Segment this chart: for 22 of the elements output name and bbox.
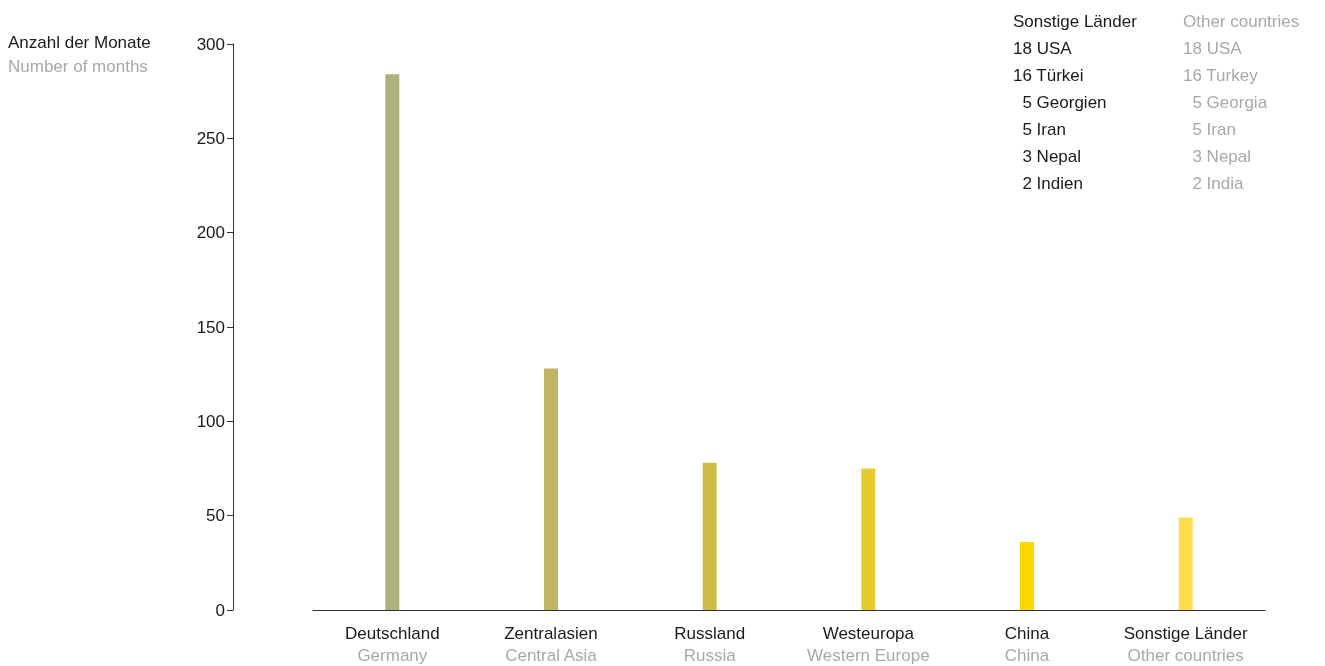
y-tick-label: 100 (196, 411, 225, 431)
x-tick-label: Zentralasien Central Asia (504, 623, 598, 665)
bar (702, 462, 717, 610)
x-tick-label: Russland Russia (674, 623, 746, 665)
bar (385, 74, 400, 610)
bar (1020, 542, 1034, 610)
y-tick-label: 50 (206, 506, 225, 526)
x-tick-label: China China (1004, 623, 1050, 665)
bar (1178, 517, 1193, 610)
x-tick-label: Deutschland Germany (345, 623, 440, 665)
y-tick-label: 200 (196, 223, 225, 243)
y-tick-label: 300 (196, 34, 225, 54)
x-tick-label: Westeuropa Western Europe (807, 623, 930, 665)
y-tick-label: 150 (196, 317, 225, 337)
bar (544, 368, 558, 610)
annotation: Sonstige Länder 18 USA 16 Türkei 5 Georgien 5 Iran 3 Nepal 2 Indien (1013, 12, 1138, 193)
y-tick-label: 0 (215, 600, 225, 620)
x-tick-label: Sonstige Länder Other countries (1123, 623, 1248, 665)
annotation: Other countries 18 USA 16 Turkey 5 Georgia 5 Iran 3 Nepal 2 India (1183, 12, 1300, 193)
y-tick-label: 250 (196, 128, 225, 148)
y-axis-title: Anzahl der Monate Number of months (8, 33, 151, 76)
bar (861, 468, 876, 610)
